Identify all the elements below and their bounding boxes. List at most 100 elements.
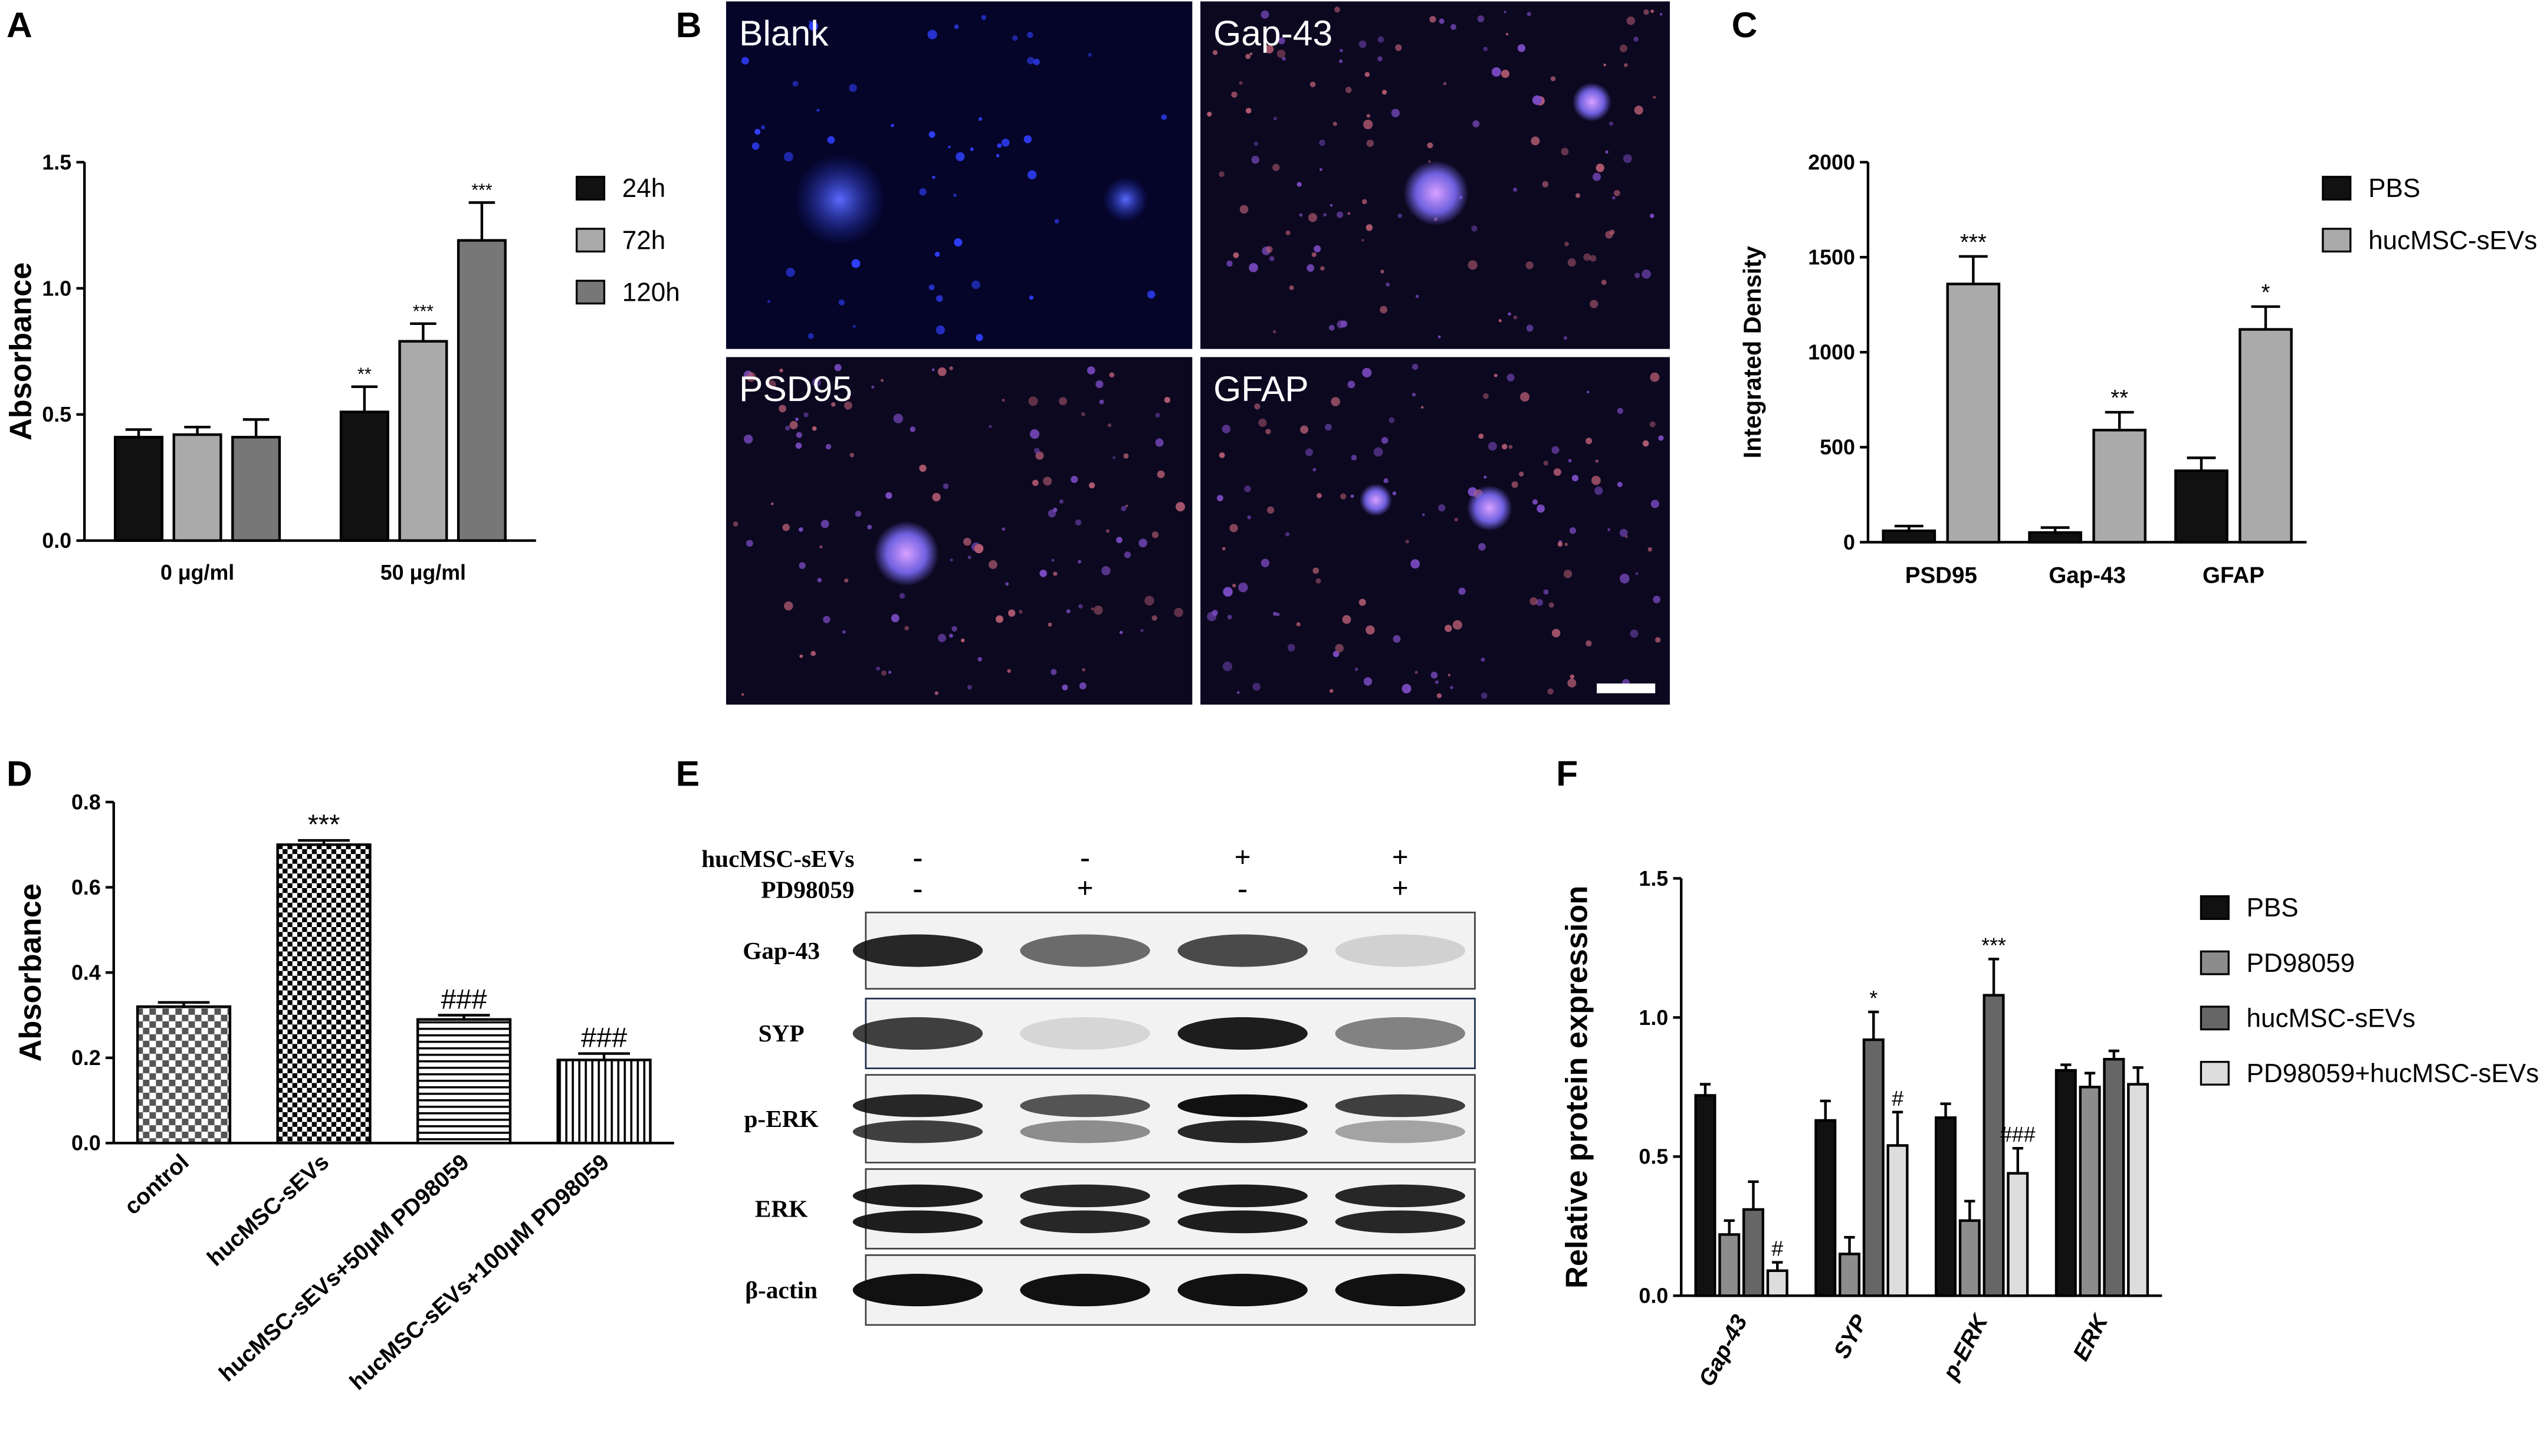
significance-label: ### [441,984,487,1014]
cell [1249,263,1258,272]
cell [1513,315,1518,320]
significance-label: * [2262,280,2270,305]
legend-label: hucMSC-sEVs [2368,226,2537,255]
cell [1261,558,1270,567]
cell [1266,506,1275,514]
cell [881,670,887,676]
cell [1430,672,1438,679]
cell [1619,528,1628,537]
cell [1427,142,1433,149]
treatment-sign: + [1392,841,1409,873]
cell [1048,622,1052,627]
cell [919,188,927,196]
cell [1649,213,1655,218]
cell [1342,615,1351,624]
cell [1366,625,1375,635]
cell [1212,610,1218,616]
cell [817,577,822,583]
cell [1245,54,1251,60]
cell [1448,673,1451,677]
y-tick-label: 2000 [1808,150,1855,174]
cell [1586,438,1593,445]
legend-swatch [2200,1005,2230,1031]
cell [1655,637,1661,643]
cell [789,420,798,429]
cell [1603,63,1606,67]
cell [1237,691,1240,694]
error-bar [1958,255,1988,284]
cell [785,425,790,431]
cell [1276,612,1280,616]
cell [1412,363,1419,370]
cell [1617,407,1623,414]
cell [1619,573,1630,584]
cell [1529,597,1538,606]
y-tick-label: 0.5 [1639,1145,1668,1169]
x-tick-label: p-ERK [1938,1309,1994,1385]
cell [1317,493,1322,498]
cell [967,556,971,560]
cell [1526,324,1534,332]
cell [751,142,760,150]
error-bar [1988,958,2000,995]
cell [844,578,849,583]
error-bar [1820,1099,1831,1120]
cell [1155,438,1164,447]
cell [1053,571,1058,576]
cell [1630,629,1639,638]
x-tick-label: Gap-43 [1694,1311,1752,1391]
blot-band [852,1210,983,1234]
cell [1124,551,1131,558]
cell [1561,147,1569,156]
cell [1033,448,1040,454]
cell [1617,481,1623,488]
cell [1550,76,1556,81]
cell [1043,476,1052,486]
cell [1420,406,1424,409]
cell [978,117,983,121]
cell [1125,504,1128,508]
cell [996,154,1000,157]
cell [988,560,997,569]
error-bar [1772,1261,1783,1271]
cell [1570,674,1575,679]
cell [1258,418,1267,427]
cell [834,364,842,372]
cell [810,650,816,656]
cell [1650,499,1659,508]
cell [1505,32,1509,36]
micrographs: Blank Gap-43 PSD95 GFAP [726,1,1670,705]
cell [1002,398,1005,402]
cell [1066,609,1071,614]
cell [1450,24,1457,30]
y-axis-label: Integrated Density [1739,246,1766,458]
bar [1694,1094,1716,1297]
blot-band [1335,1210,1465,1234]
cell [899,593,905,599]
cell [1309,81,1316,87]
cell [1363,119,1373,130]
cell [1605,150,1609,154]
cell [812,377,821,387]
x-tick-label: ERK [2068,1309,2114,1365]
cell [1508,312,1511,316]
significance-label: *** [1981,934,2006,957]
micrograph-label: PSD95 [739,369,852,409]
legend-label: PD98059+hucMSC-sEVs [2247,1059,2539,1088]
scale-bar [1597,683,1656,694]
blot-strip [865,1168,1476,1250]
blot-band [1335,1120,1465,1143]
cell [1273,117,1277,120]
cell [1078,560,1082,564]
cell [1232,583,1236,588]
cell [951,626,957,632]
cell [1330,203,1333,207]
bar [2103,1057,2125,1297]
blot-band [1335,1017,1465,1050]
error-bar [351,385,378,412]
cell [1625,535,1628,538]
cell-cluster [874,521,939,586]
bar [2028,531,2082,544]
bar [398,340,448,542]
y-tick-label: 1500 [1808,246,1855,269]
